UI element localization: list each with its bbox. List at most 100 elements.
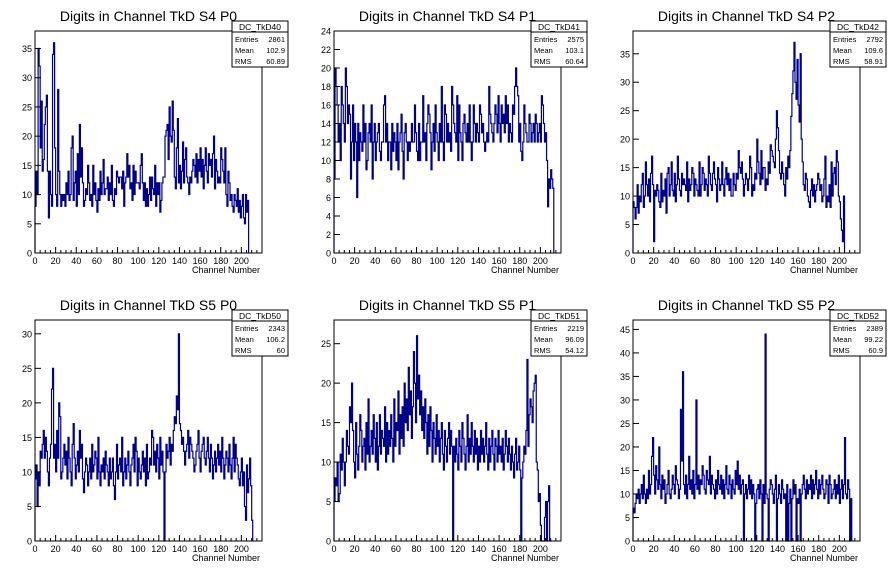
x-tick-label: 40: [370, 544, 380, 554]
stats-value: 2389: [866, 324, 883, 333]
stats-box-frame: [231, 20, 289, 68]
stats-name: DC_TkD51: [538, 311, 580, 321]
chart-title: Digits in Channel TkD S5 P0: [60, 297, 237, 313]
y-tick-label: 20: [22, 132, 32, 142]
plot-frame: [632, 319, 861, 542]
stats-box: DC_TkD51 Entries 2219 Mean 96.09 RMS 54.12: [530, 309, 588, 357]
x-tick-label: 60: [92, 544, 102, 554]
y-tick-label: 6: [326, 193, 331, 203]
y-tick-label: 0: [625, 249, 630, 259]
stats-value: 58.91: [864, 57, 883, 66]
stats-label: Mean: [534, 46, 553, 55]
stats-label: Mean: [534, 335, 553, 344]
x-tick-label: 140: [172, 544, 187, 554]
stats-label: Entries: [833, 35, 857, 44]
x-tick-label: 60: [690, 256, 700, 266]
y-tick-label: 22: [321, 45, 331, 55]
stats-box-frame: [231, 309, 289, 357]
x-tick-label: 160: [791, 544, 806, 554]
y-tick-label: 5: [625, 513, 630, 523]
y-tick-label: 2: [326, 230, 331, 240]
y-tick-label: 10: [321, 156, 331, 166]
x-tick-label: 100: [729, 544, 744, 554]
stats-value: 2219: [567, 324, 584, 333]
x-tick-label: 40: [71, 256, 81, 266]
x-tick-label: 80: [412, 544, 422, 554]
y-tick-label: 25: [620, 419, 630, 429]
stats-label: RMS: [534, 57, 551, 66]
stats-label: Mean: [235, 46, 254, 55]
x-tick-label: 200: [533, 544, 548, 554]
y-tick-label: 25: [321, 339, 331, 349]
stats-label: RMS: [833, 57, 850, 66]
x-tick-label: 40: [669, 256, 679, 266]
stats-label: Entries: [235, 324, 259, 333]
stats-value: 2792: [866, 35, 883, 44]
histogram-line: [632, 333, 853, 542]
stats-value: 54.12: [565, 346, 584, 355]
x-tick-label: 0: [32, 256, 37, 266]
y-tick-label: 25: [620, 106, 630, 116]
histogram-panel: Digits in Channel TkD S4 P2 0 5 10 15 20 25 30 3…: [620, 8, 887, 275]
x-tick-label: 0: [630, 544, 635, 554]
stats-label: RMS: [833, 346, 850, 355]
x-tick-label: 200: [533, 256, 548, 266]
histogram-panel: Digits in Channel TkD S4 P10246810121416…: [321, 8, 588, 275]
y-tick-label: 10: [620, 489, 630, 499]
x-axis-label: Channel Number: [192, 265, 260, 275]
y-tick-label: 15: [620, 466, 630, 476]
chart-title: Digits in Channel TkD S5 P1: [359, 297, 536, 313]
x-tick-label: 60: [391, 544, 401, 554]
stats-name: DC_TkD50: [239, 311, 281, 321]
histogram-panel: Digits in Channel TkD S5 P0 0 5 10 15 20 25 30 0…: [22, 297, 289, 563]
y-tick-label: 25: [22, 364, 32, 374]
stats-label: Mean: [833, 46, 852, 55]
x-tick-label: 100: [131, 544, 146, 554]
stats-label: Entries: [235, 35, 259, 44]
y-tick-label: 45: [620, 325, 630, 335]
x-tick-label: 160: [193, 544, 208, 554]
stats-box-frame: [530, 20, 588, 68]
y-tick-label: 8: [326, 175, 331, 185]
x-tick-label: 0: [32, 544, 37, 554]
stats-value: 102.9: [266, 46, 285, 55]
histogram-line: [34, 333, 254, 542]
plot-frame: [632, 30, 861, 254]
x-axis-label: Channel Number: [192, 553, 260, 563]
y-tick-label: 30: [620, 78, 630, 88]
x-tick-label: 0: [331, 256, 336, 266]
y-tick-label: 0: [625, 537, 630, 547]
stats-value: 2861: [268, 35, 285, 44]
x-tick-label: 160: [492, 544, 507, 554]
stats-label: Mean: [235, 335, 254, 344]
histogram-line: [34, 42, 250, 253]
histogram-line: [333, 67, 555, 253]
x-axis-label: Channel Number: [491, 265, 559, 275]
x-tick-label: 100: [430, 544, 445, 554]
y-tick-label: 5: [625, 220, 630, 230]
x-axis-label: Channel Number: [790, 553, 858, 563]
y-tick-label: 12: [321, 138, 331, 148]
stats-label: Entries: [534, 35, 558, 44]
y-tick-label: 30: [620, 395, 630, 405]
y-tick-label: 15: [321, 418, 331, 428]
stats-label: RMS: [235, 57, 252, 66]
x-tick-label: 60: [92, 256, 102, 266]
y-tick-label: 35: [620, 49, 630, 59]
x-tick-label: 20: [350, 256, 360, 266]
x-tick-label: 120: [151, 544, 166, 554]
y-tick-label: 5: [326, 497, 331, 507]
stats-value: 60.9: [868, 346, 883, 355]
stats-box-frame: [530, 309, 588, 357]
stats-box: DC_TkD42 Entries 2792 Mean 109.6 RMS 58.91: [829, 20, 887, 68]
y-tick-label: 0: [326, 537, 331, 547]
stats-value: 99.22: [864, 335, 883, 344]
y-tick-label: 5: [27, 502, 32, 512]
stats-value: 106.2: [266, 335, 285, 344]
y-tick-label: 40: [620, 348, 630, 358]
x-tick-label: 80: [113, 544, 123, 554]
x-axis-label: Channel Number: [790, 265, 858, 275]
x-tick-label: 40: [370, 256, 380, 266]
x-tick-label: 160: [791, 256, 806, 266]
